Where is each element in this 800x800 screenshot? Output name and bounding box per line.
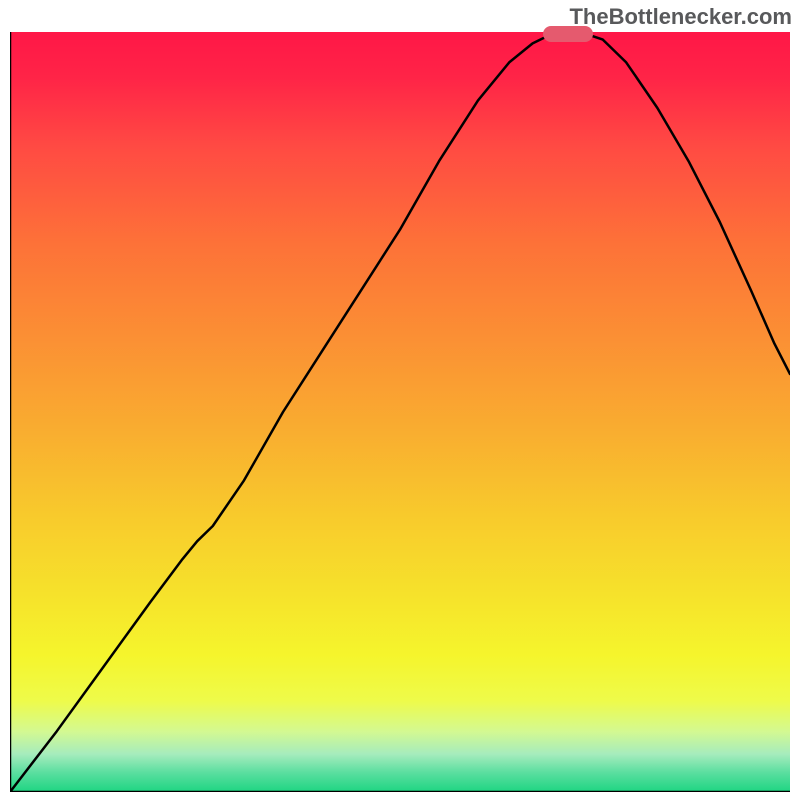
axis-frame [10, 32, 790, 792]
bottleneck-curve [10, 34, 790, 792]
chart-svg [10, 32, 790, 792]
optimal-marker [543, 26, 593, 42]
watermark-text: TheBottlenecker.com [569, 4, 792, 30]
chart-plot-area [10, 32, 790, 792]
